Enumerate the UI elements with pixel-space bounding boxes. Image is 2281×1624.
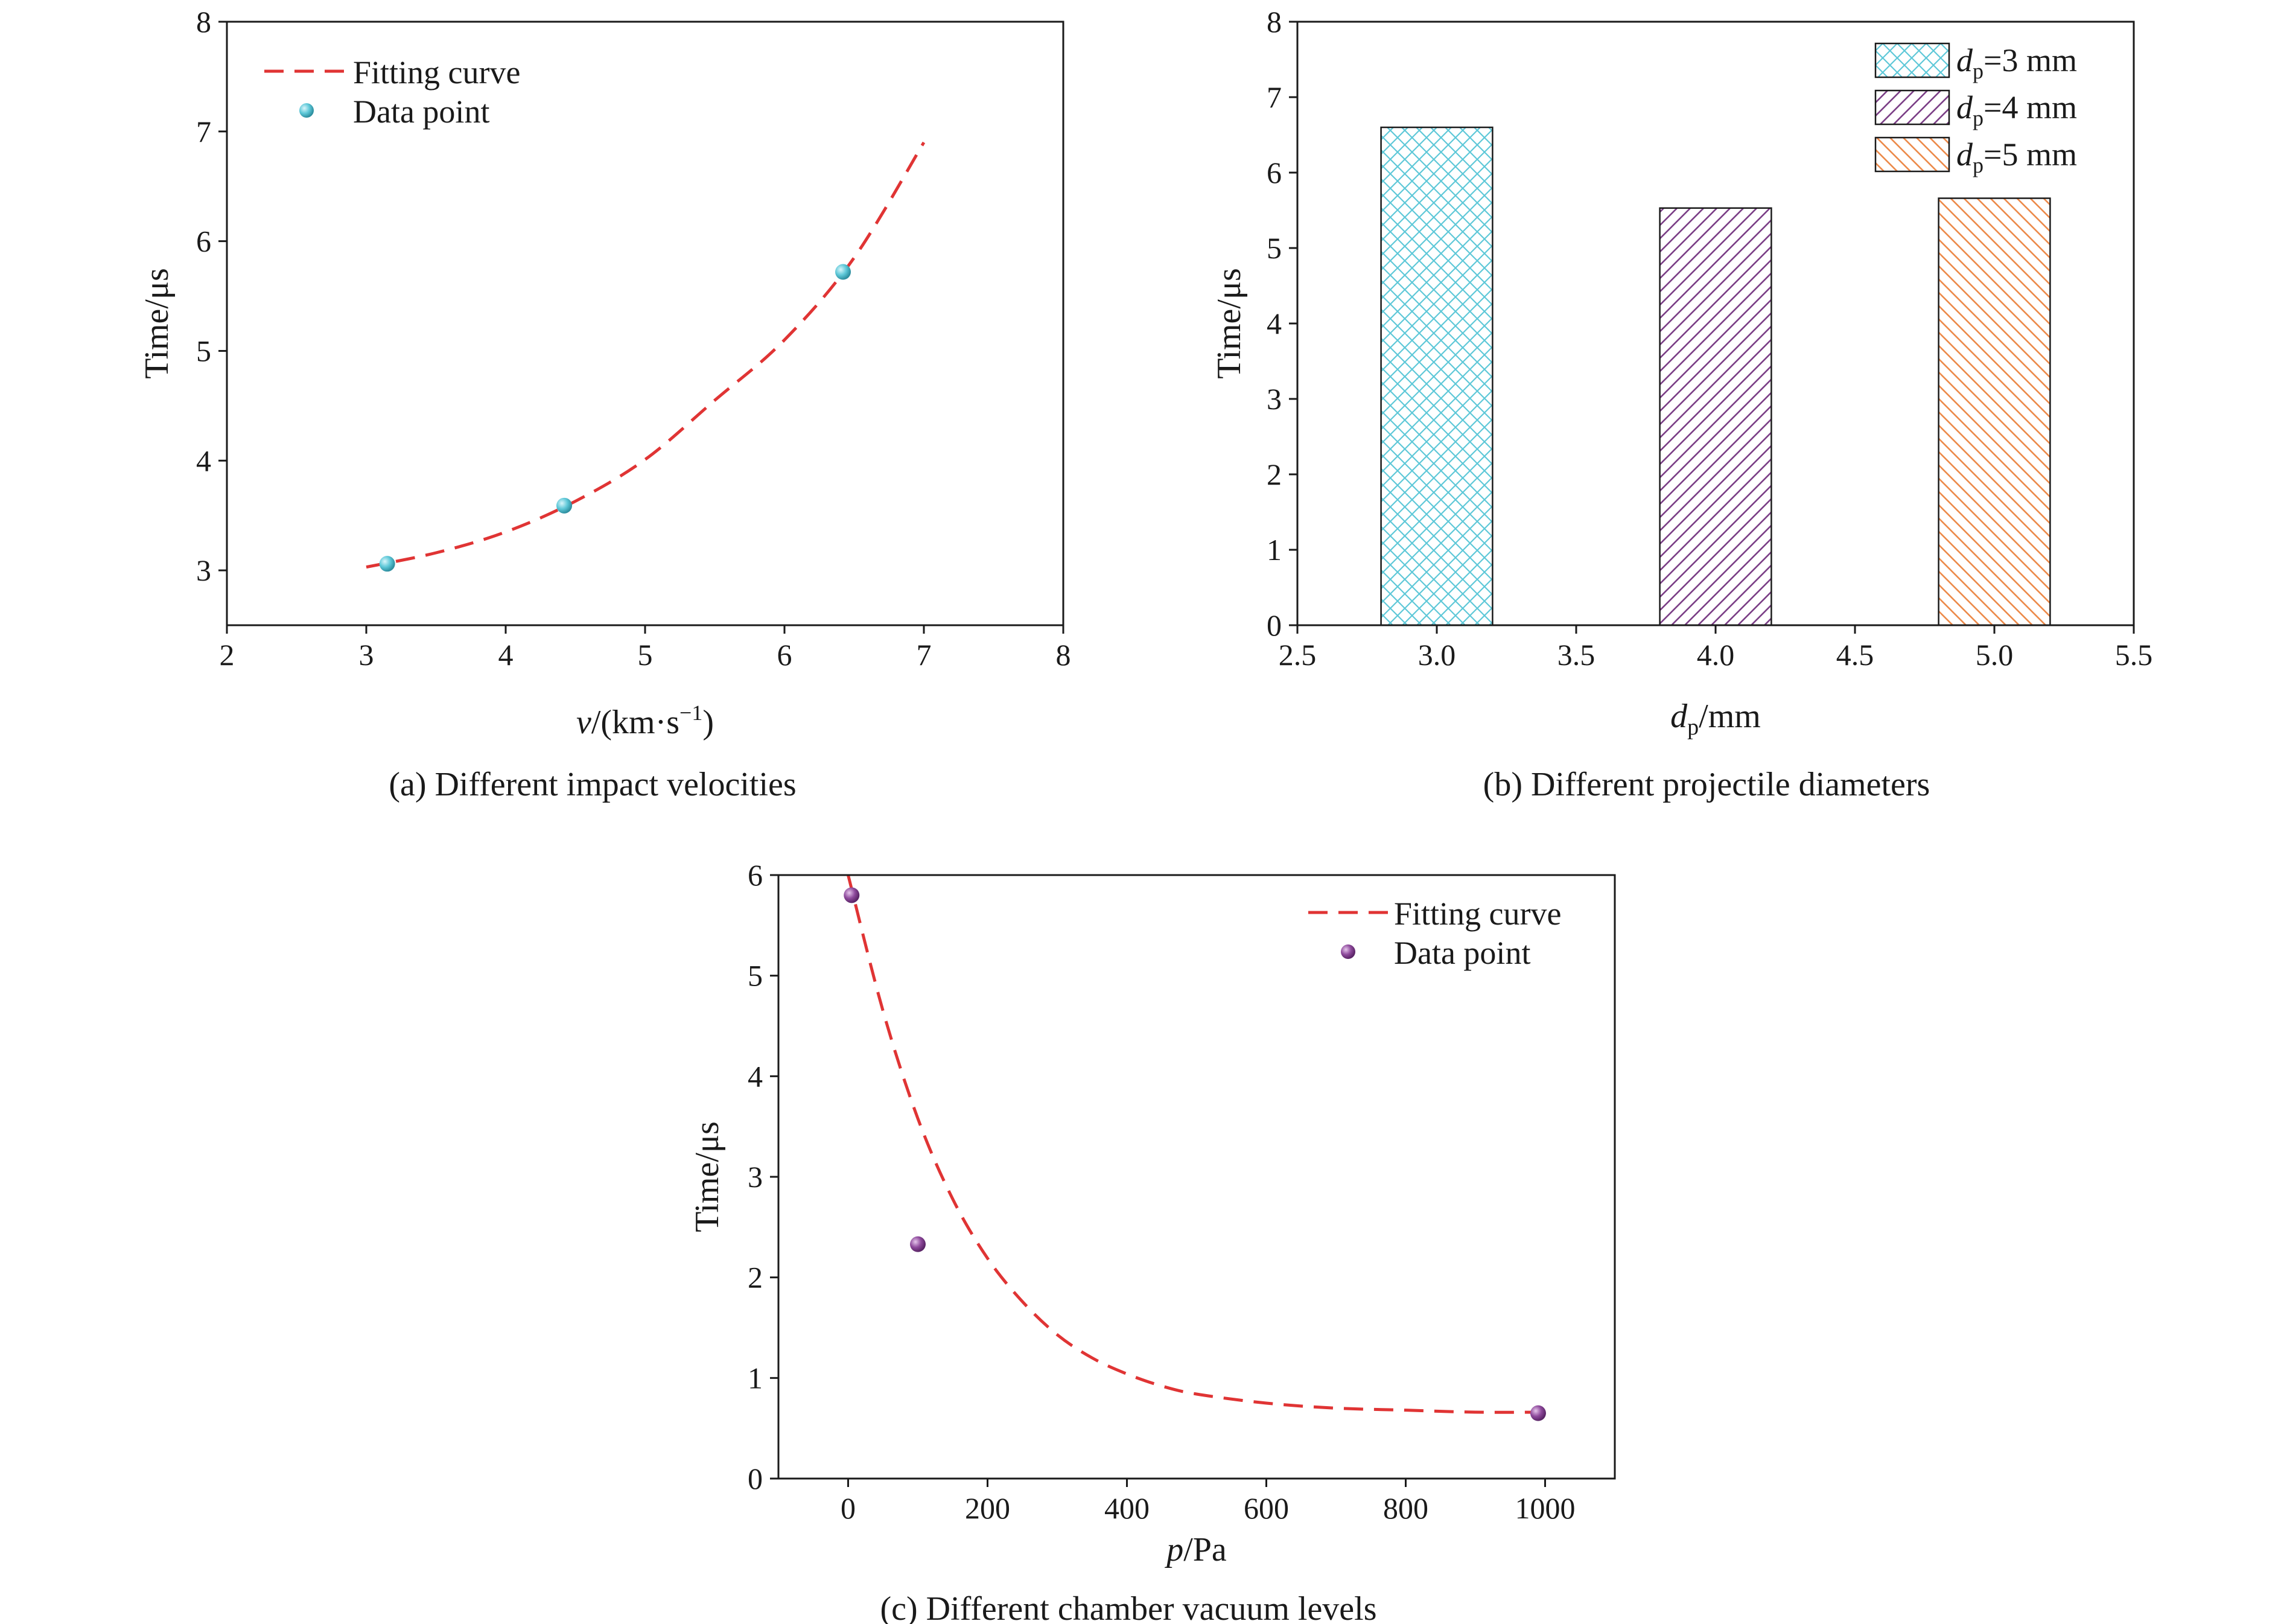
panel-a-caption: (a) Different impact velocities: [389, 766, 796, 803]
legend-b-4mm-swatch: [1874, 89, 1950, 126]
bar-4mm: [1659, 207, 1772, 626]
panel-b-plot: 2.5 3.0 3.5 4.0 4.5 5.0 5.5 0 1 2 3 4 5 6 7 8: [1267, 5, 2152, 672]
y-tick-label: 5: [748, 959, 763, 993]
data-point: [910, 1236, 926, 1252]
x-tick-label: 8: [1056, 638, 1071, 672]
bar-5mm: [1938, 197, 2051, 626]
y-tick-label: 5: [196, 334, 211, 368]
panel-b-ylabel: Time/μs: [1210, 268, 1248, 379]
fitting-curve-line: [847, 874, 1545, 1414]
panel-a-ylabel: Time/μs: [138, 268, 176, 379]
y-tick-label: 0: [748, 1462, 763, 1495]
x-tick-label: 0: [841, 1491, 856, 1525]
data-point: [379, 556, 395, 572]
panel-b-frame: [1296, 21, 2135, 626]
panel-b-xlabel: dp/mm: [1670, 698, 1761, 740]
panel-a-xlabel: v/(km·s−1): [576, 701, 714, 741]
y-tick-label: 0: [1267, 608, 1282, 642]
panel-a-legend: Fitting curve Data point: [264, 54, 520, 130]
x-tick-label: 4.0: [1697, 638, 1735, 672]
y-tick-label: 2: [748, 1261, 763, 1294]
data-point: [1530, 1405, 1546, 1421]
panel-c-caption: (c) Different chamber vacuum levels: [880, 1590, 1376, 1624]
x-tick-label: 4: [498, 638, 514, 672]
x-tick-label: 400: [1104, 1491, 1150, 1525]
panel-a-plot: 2 3 4 5 6 7 8 3 4 5 6 7 8: [196, 5, 1071, 672]
x-tick-label: 3: [359, 638, 374, 672]
legend-b-3mm-label: dp=3 mm: [1956, 42, 2077, 83]
panel-b: 2.5 3.0 3.5 4.0 4.5 5.0 5.5 0 1 2 3 4 5 6 7 8 dp/mm Tim…: [1210, 5, 2152, 803]
x-tick-label: 200: [965, 1491, 1010, 1525]
x-tick-label: 3.0: [1418, 638, 1456, 672]
panel-a: 2 3 4 5 6 7 8 3 4 5 6 7 8 v/(km·s−1) Time/μs (a) Dif…: [138, 5, 1071, 803]
data-point: [844, 887, 860, 903]
legend-a-point-swatch: [299, 103, 314, 118]
legend-c-point-swatch: [1341, 944, 1355, 959]
panel-c-plot: 0 200 400 600 800 1000 0 1 2 3 4 5 6: [748, 858, 1576, 1525]
x-tick-label: 6: [777, 638, 792, 672]
y-tick-label: 4: [748, 1059, 763, 1093]
y-tick-label: 6: [1267, 156, 1282, 189]
data-point: [835, 264, 851, 280]
y-tick-label: 2: [1267, 457, 1282, 491]
x-tick-label: 4.5: [1836, 638, 1874, 672]
y-tick-label: 6: [748, 858, 763, 892]
y-tick-label: 7: [1267, 80, 1282, 114]
y-tick-label: 3: [1267, 382, 1282, 416]
panel-c: 0 200 400 600 800 1000 0 1 2 3 4 5 6 p/Pa Time/μs (c…: [689, 858, 1616, 1624]
x-tick-label: 2: [220, 638, 235, 672]
legend-b-5mm-swatch: [1874, 136, 1950, 173]
y-tick-label: 7: [196, 115, 211, 148]
panel-c-legend: Fitting curve Data point: [1308, 896, 1561, 971]
y-tick-label: 4: [196, 444, 211, 477]
x-tick-label: 800: [1383, 1491, 1428, 1525]
x-tick-label: 5.0: [1976, 638, 2014, 672]
y-tick-label: 4: [1267, 307, 1282, 340]
fitting-curve-line: [366, 141, 926, 569]
y-tick-label: 5: [1267, 231, 1282, 265]
y-tick-label: 3: [748, 1160, 763, 1194]
y-tick-label: 3: [196, 553, 211, 587]
x-tick-label: 1000: [1515, 1491, 1576, 1525]
panel-b-legend: dp=3 mm dp=4 mm dp=5 mm: [1874, 42, 2077, 177]
x-tick-label: 5.5: [2115, 638, 2153, 672]
panel-c-ylabel: Time/μs: [689, 1121, 726, 1232]
panel-c-frame: [777, 874, 1616, 1480]
y-tick-label: 1: [1267, 533, 1282, 567]
x-tick-label: 2.5: [1279, 638, 1317, 672]
legend-b-4mm-label: dp=4 mm: [1956, 89, 2077, 130]
legend-a-point-label: Data point: [353, 94, 489, 130]
bar-3mm: [1380, 126, 1494, 626]
legend-c-fit-label: Fitting curve: [1394, 896, 1561, 932]
panel-c-xlabel: p/Pa: [1164, 1531, 1227, 1568]
x-tick-label: 5: [638, 638, 653, 672]
panel-a-frame: [226, 21, 1064, 626]
x-tick-label: 7: [917, 638, 932, 672]
y-tick-label: 6: [196, 224, 211, 258]
data-point: [556, 497, 573, 514]
x-tick-label: 3.5: [1557, 638, 1595, 672]
panel-b-caption: (b) Different projectile diameters: [1483, 766, 1930, 803]
legend-c-point-label: Data point: [1394, 935, 1530, 971]
legend-b-3mm-swatch: [1874, 42, 1950, 78]
x-tick-label: 600: [1244, 1491, 1289, 1525]
y-tick-label: 1: [748, 1361, 763, 1395]
legend-a-fit-label: Fitting curve: [353, 54, 520, 91]
legend-b-5mm-label: dp=5 mm: [1956, 136, 2077, 177]
y-tick-label: 8: [196, 5, 211, 39]
y-tick-label: 8: [1267, 5, 1282, 39]
